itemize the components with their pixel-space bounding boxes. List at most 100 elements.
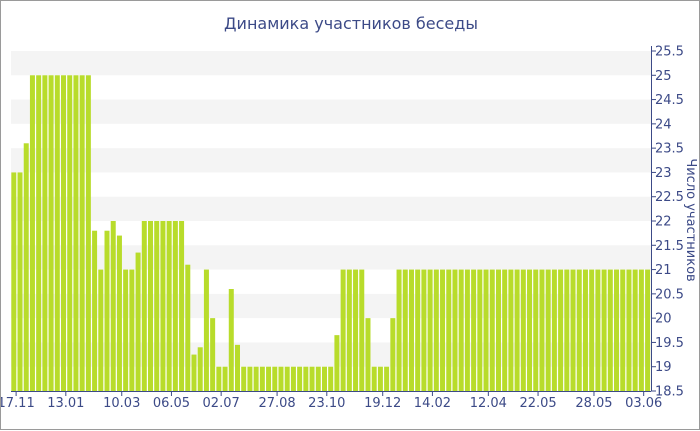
bar xyxy=(141,221,147,391)
bar xyxy=(234,344,240,391)
bar xyxy=(228,289,234,391)
bar xyxy=(241,366,247,391)
bar xyxy=(278,366,284,391)
bar xyxy=(502,269,508,391)
bar xyxy=(247,366,253,391)
bar xyxy=(203,269,209,391)
bar xyxy=(632,269,638,391)
bar xyxy=(384,366,390,391)
grid-band xyxy=(11,196,651,221)
bar xyxy=(148,221,154,391)
y-tick-label: 25 xyxy=(655,69,672,84)
grid-band xyxy=(11,51,651,76)
bar xyxy=(92,230,98,391)
bar xyxy=(645,269,651,391)
y-tick-label: 20 xyxy=(655,312,672,327)
x-tick-label: 17.11 xyxy=(1,396,35,411)
grid-band xyxy=(11,148,651,173)
bar xyxy=(272,366,278,391)
bar xyxy=(179,221,185,391)
bar xyxy=(614,269,620,391)
grid-band xyxy=(11,99,651,124)
y-tick-label: 23 xyxy=(655,166,672,181)
bar xyxy=(576,269,582,391)
bar xyxy=(73,75,79,391)
bar xyxy=(564,269,570,391)
bar xyxy=(79,75,85,391)
bar xyxy=(334,335,340,391)
bar xyxy=(508,269,514,391)
bar xyxy=(607,269,613,391)
bar xyxy=(440,269,446,391)
chart-title: Динамика участников беседы xyxy=(224,14,478,33)
bar xyxy=(172,221,178,391)
bar xyxy=(495,269,501,391)
bar xyxy=(290,366,296,391)
bar xyxy=(328,366,334,391)
bar xyxy=(471,269,477,391)
bar xyxy=(589,269,595,391)
x-tick-label: 28.05 xyxy=(575,396,612,411)
bar xyxy=(23,143,29,391)
x-tick-label: 13.01 xyxy=(47,396,84,411)
bar xyxy=(489,269,495,391)
bar xyxy=(284,366,290,391)
bar xyxy=(390,318,396,391)
bar xyxy=(446,269,452,391)
bar xyxy=(464,269,470,391)
bar xyxy=(359,269,365,391)
bar xyxy=(545,269,551,391)
bar xyxy=(638,269,644,391)
bar xyxy=(315,366,321,391)
bar xyxy=(595,269,601,391)
y-tick-label: 22 xyxy=(655,215,672,230)
bar xyxy=(297,366,303,391)
bar xyxy=(17,172,23,391)
y-axis-label: Число участников xyxy=(683,158,698,281)
bar xyxy=(197,347,203,391)
bar xyxy=(570,269,576,391)
bar xyxy=(191,354,197,391)
bar xyxy=(514,269,520,391)
bar xyxy=(582,269,588,391)
bar xyxy=(527,269,533,391)
bar xyxy=(104,230,110,391)
bar xyxy=(129,269,135,391)
x-tick-label: 10.03 xyxy=(103,396,140,411)
bar xyxy=(222,366,228,391)
bar xyxy=(11,172,17,391)
bar xyxy=(539,269,545,391)
bar xyxy=(259,366,265,391)
y-tick-label: 21.5 xyxy=(655,239,684,254)
bar xyxy=(309,366,315,391)
bar xyxy=(85,75,91,391)
bar xyxy=(321,366,327,391)
bar xyxy=(533,269,539,391)
x-tick-label: 22.05 xyxy=(519,396,556,411)
x-tick-label: 14.02 xyxy=(414,396,451,411)
bar xyxy=(371,366,377,391)
y-axis: 18.5 19 19.5 20 20.5 21 21.5 22 22.5 23 23.5 24 24.5… xyxy=(651,45,684,400)
bar xyxy=(365,318,371,391)
y-tick-label: 19.5 xyxy=(655,336,684,351)
bar xyxy=(36,75,42,391)
bar xyxy=(415,269,421,391)
bar xyxy=(427,269,433,391)
bar xyxy=(61,75,67,391)
bar xyxy=(340,269,346,391)
bar xyxy=(154,221,160,391)
bar xyxy=(160,221,166,391)
bars xyxy=(11,75,651,391)
x-tick-label: 27.08 xyxy=(258,396,295,411)
bar xyxy=(116,235,122,391)
bar xyxy=(98,269,104,391)
bar xyxy=(266,366,272,391)
bar xyxy=(67,75,73,391)
x-tick-label: 12.04 xyxy=(470,396,507,411)
bar xyxy=(626,269,632,391)
bar xyxy=(253,366,259,391)
x-axis: 17.11 13.01 10.03 06.05 02.07 27.08 23.10 19.12… xyxy=(1,391,662,411)
bar xyxy=(123,269,129,391)
